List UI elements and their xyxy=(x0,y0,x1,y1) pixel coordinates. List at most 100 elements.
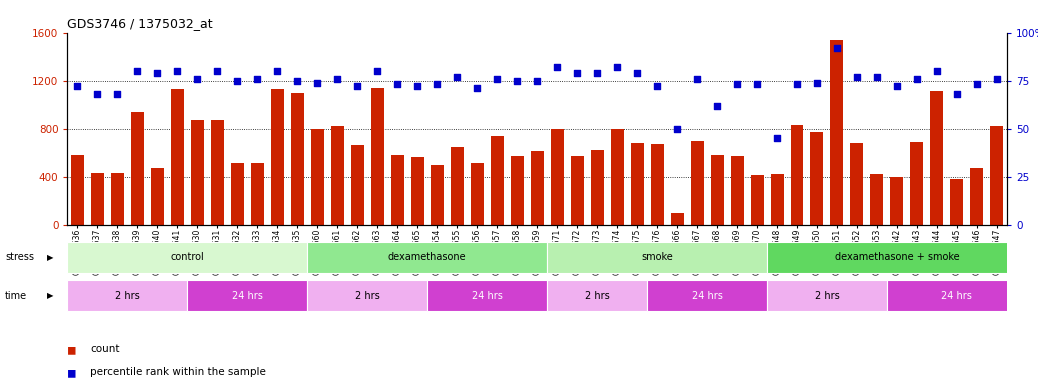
Bar xyxy=(591,150,604,225)
Bar xyxy=(307,280,428,311)
Point xyxy=(269,68,285,74)
Point xyxy=(189,76,206,82)
Bar xyxy=(547,242,767,273)
Point xyxy=(509,78,525,84)
Bar xyxy=(910,142,924,225)
Bar xyxy=(530,151,544,225)
Point xyxy=(968,81,985,88)
Bar xyxy=(750,175,764,225)
Bar xyxy=(971,168,983,225)
Point xyxy=(528,78,546,84)
Text: percentile rank within the sample: percentile rank within the sample xyxy=(90,367,266,377)
Bar xyxy=(547,280,647,311)
Point xyxy=(889,83,905,89)
Text: 2 hrs: 2 hrs xyxy=(355,291,380,301)
Point xyxy=(609,64,626,70)
Bar xyxy=(91,173,104,225)
Text: 2 hrs: 2 hrs xyxy=(815,291,840,301)
Bar xyxy=(770,174,784,225)
Point xyxy=(289,78,305,84)
Bar xyxy=(271,89,283,225)
Bar xyxy=(230,164,244,225)
Bar xyxy=(470,164,484,225)
Point xyxy=(629,70,646,76)
Point xyxy=(589,70,605,76)
Bar xyxy=(850,143,864,225)
Point xyxy=(409,83,426,89)
Bar xyxy=(390,155,404,225)
Bar xyxy=(291,93,304,225)
Text: GDS3746 / 1375032_at: GDS3746 / 1375032_at xyxy=(67,17,213,30)
Bar xyxy=(767,280,886,311)
Text: dexamethasone: dexamethasone xyxy=(388,252,466,262)
Bar xyxy=(491,136,503,225)
Bar xyxy=(188,280,307,311)
Text: smoke: smoke xyxy=(641,252,673,262)
Text: 24 hrs: 24 hrs xyxy=(691,291,722,301)
Bar xyxy=(690,141,704,225)
Bar xyxy=(171,89,184,225)
Point xyxy=(689,76,706,82)
Bar xyxy=(886,280,1027,311)
Point xyxy=(668,126,685,132)
Text: 2 hrs: 2 hrs xyxy=(584,291,609,301)
Point xyxy=(908,76,925,82)
Point xyxy=(89,91,106,97)
Bar xyxy=(571,156,583,225)
Text: stress: stress xyxy=(5,252,34,262)
Point xyxy=(229,78,246,84)
Text: ▶: ▶ xyxy=(47,253,53,262)
Text: ▶: ▶ xyxy=(47,291,53,300)
Text: ■: ■ xyxy=(67,366,75,379)
Point xyxy=(448,74,465,80)
Point xyxy=(429,81,445,88)
Text: 24 hrs: 24 hrs xyxy=(471,291,502,301)
Bar xyxy=(647,280,767,311)
Bar xyxy=(71,155,84,225)
Point xyxy=(709,103,726,109)
Bar xyxy=(990,126,1004,225)
Point xyxy=(869,74,885,80)
Bar xyxy=(131,112,144,225)
Point xyxy=(149,70,166,76)
Point xyxy=(109,91,126,97)
Bar xyxy=(411,157,424,225)
Bar xyxy=(830,40,844,225)
Bar xyxy=(371,88,384,225)
Bar xyxy=(351,146,363,225)
Bar xyxy=(610,129,624,225)
Point xyxy=(349,83,365,89)
Bar xyxy=(450,147,464,225)
Text: 24 hrs: 24 hrs xyxy=(231,291,263,301)
Text: ■: ■ xyxy=(67,343,75,356)
Point xyxy=(769,135,786,141)
Point xyxy=(469,85,486,91)
Point xyxy=(929,68,946,74)
Point xyxy=(649,83,665,89)
Point xyxy=(729,81,745,88)
Point xyxy=(389,81,406,88)
Bar xyxy=(671,213,684,225)
Bar xyxy=(307,242,547,273)
Bar xyxy=(431,165,443,225)
Bar xyxy=(67,242,307,273)
Bar xyxy=(151,168,164,225)
Point xyxy=(309,79,326,86)
Bar xyxy=(891,177,903,225)
Point xyxy=(988,76,1005,82)
Text: dexamethasone + smoke: dexamethasone + smoke xyxy=(835,252,959,262)
Bar xyxy=(331,126,344,225)
Point xyxy=(329,76,346,82)
Text: 2 hrs: 2 hrs xyxy=(115,291,140,301)
Bar xyxy=(211,120,224,225)
Point xyxy=(828,45,845,51)
Point xyxy=(549,64,566,70)
Bar xyxy=(767,242,1027,273)
Point xyxy=(169,68,186,74)
Bar xyxy=(111,173,124,225)
Text: count: count xyxy=(90,344,119,354)
Point xyxy=(249,76,266,82)
Point xyxy=(748,81,765,88)
Bar xyxy=(930,91,944,225)
Point xyxy=(489,76,506,82)
